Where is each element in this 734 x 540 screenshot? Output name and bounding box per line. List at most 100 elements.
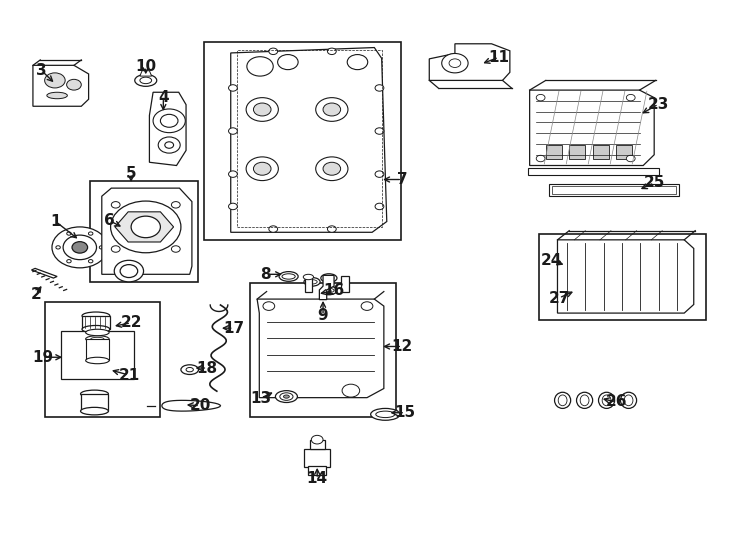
Ellipse shape [280, 393, 293, 400]
Circle shape [161, 114, 178, 127]
Bar [546, 145, 562, 159]
Circle shape [347, 55, 368, 70]
Ellipse shape [324, 276, 334, 280]
Circle shape [327, 226, 336, 232]
Ellipse shape [324, 288, 334, 293]
Text: 23: 23 [648, 97, 669, 112]
Text: 26: 26 [606, 394, 627, 409]
Ellipse shape [115, 260, 144, 282]
Text: 18: 18 [197, 361, 218, 375]
Ellipse shape [186, 368, 193, 372]
Circle shape [253, 103, 271, 116]
Circle shape [88, 260, 93, 263]
Polygon shape [429, 44, 510, 80]
Polygon shape [102, 188, 192, 274]
Circle shape [449, 59, 461, 68]
Text: 14: 14 [307, 471, 328, 487]
Ellipse shape [275, 390, 297, 402]
Text: 2: 2 [31, 287, 41, 302]
Circle shape [88, 232, 93, 235]
Circle shape [228, 85, 237, 91]
Circle shape [316, 98, 348, 122]
Bar [81, 394, 109, 411]
Circle shape [311, 435, 323, 444]
Text: 16: 16 [324, 283, 345, 298]
Ellipse shape [304, 278, 320, 286]
Circle shape [67, 260, 71, 263]
Circle shape [269, 226, 277, 232]
Text: 12: 12 [391, 339, 413, 354]
Text: 13: 13 [250, 390, 272, 406]
Ellipse shape [307, 280, 317, 284]
Circle shape [269, 48, 277, 55]
Text: 25: 25 [644, 176, 665, 190]
Text: 24: 24 [541, 253, 562, 268]
Circle shape [165, 142, 173, 149]
Circle shape [361, 302, 373, 310]
Ellipse shape [620, 392, 636, 408]
Ellipse shape [82, 326, 110, 333]
Ellipse shape [376, 411, 395, 417]
Circle shape [228, 171, 237, 177]
Ellipse shape [602, 395, 611, 406]
Polygon shape [319, 275, 334, 300]
Bar [61, 332, 134, 379]
Ellipse shape [279, 272, 298, 281]
Ellipse shape [120, 265, 138, 278]
Bar [204, 42, 401, 240]
Polygon shape [162, 400, 220, 411]
Circle shape [52, 227, 108, 268]
Bar [236, 50, 382, 227]
Polygon shape [33, 65, 89, 106]
Text: 19: 19 [32, 350, 54, 364]
Ellipse shape [81, 407, 109, 415]
Circle shape [56, 246, 60, 249]
Text: 6: 6 [103, 213, 115, 228]
Ellipse shape [91, 338, 104, 341]
Circle shape [45, 73, 65, 88]
Bar [250, 283, 396, 416]
Circle shape [375, 203, 384, 210]
Polygon shape [530, 90, 654, 165]
Bar [592, 145, 608, 159]
Text: 15: 15 [395, 405, 415, 420]
Ellipse shape [580, 395, 589, 406]
Ellipse shape [181, 365, 198, 375]
Circle shape [72, 241, 87, 253]
Bar [90, 180, 198, 282]
Bar [539, 234, 706, 320]
Circle shape [323, 103, 341, 116]
Circle shape [253, 163, 271, 175]
Bar [552, 186, 676, 193]
Ellipse shape [321, 286, 337, 295]
Circle shape [537, 94, 545, 101]
Polygon shape [150, 92, 186, 165]
Circle shape [323, 163, 341, 175]
Text: 11: 11 [488, 50, 509, 65]
Ellipse shape [47, 92, 68, 99]
Circle shape [277, 55, 298, 70]
Circle shape [246, 98, 278, 122]
Circle shape [159, 137, 180, 153]
Ellipse shape [283, 395, 289, 398]
Ellipse shape [140, 77, 152, 84]
Circle shape [67, 232, 71, 235]
Text: 9: 9 [318, 308, 328, 323]
Text: 3: 3 [37, 63, 47, 78]
Bar [341, 276, 349, 292]
Polygon shape [32, 268, 57, 278]
Circle shape [246, 157, 278, 180]
Circle shape [111, 201, 181, 253]
Text: 21: 21 [118, 368, 139, 382]
Ellipse shape [371, 408, 400, 420]
Text: 8: 8 [261, 267, 271, 282]
Bar [569, 145, 585, 159]
Polygon shape [558, 240, 694, 313]
Bar [310, 440, 324, 449]
Circle shape [153, 109, 185, 133]
Circle shape [172, 246, 180, 252]
Circle shape [172, 201, 180, 208]
Text: 7: 7 [397, 172, 407, 187]
Ellipse shape [576, 392, 592, 408]
Circle shape [63, 235, 96, 260]
